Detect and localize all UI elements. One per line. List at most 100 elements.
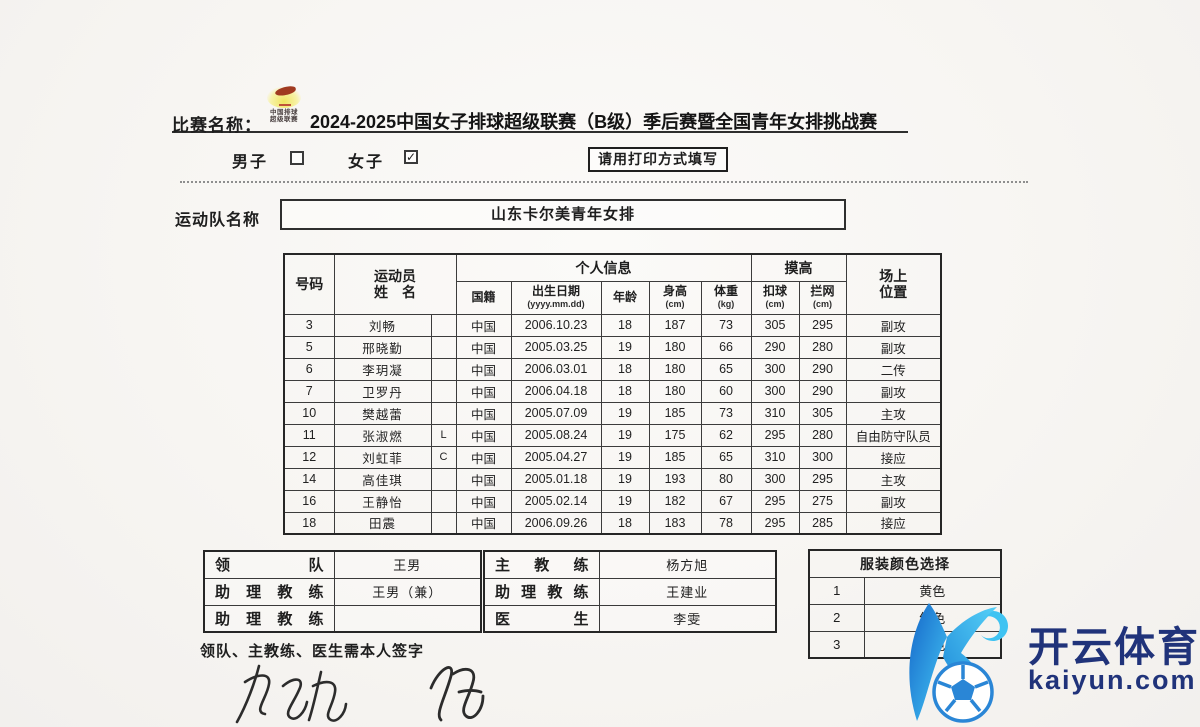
soccer-ball-icon xyxy=(932,661,994,723)
signature-note: 领队、主教练、医生需本人签字 xyxy=(200,643,425,660)
height-cell: 193 xyxy=(648,467,702,491)
block-cell: 275 xyxy=(798,489,847,513)
dob-cell: 2005.07.09 xyxy=(510,401,602,425)
block-cell: 280 xyxy=(798,335,847,359)
dob-cell: 2005.03.25 xyxy=(510,335,602,359)
number-cell: 5 xyxy=(283,335,335,359)
mark-cell xyxy=(430,379,457,403)
number-cell: 12 xyxy=(283,445,335,469)
spike-cell: 300 xyxy=(750,379,800,403)
nationality-cell: 中国 xyxy=(455,401,512,425)
mark-cell xyxy=(430,489,457,513)
mark-cell xyxy=(430,401,457,425)
roster-table: 号码 运动员 姓 名 个人信息 摸高 场上 位置 国籍 出生日期 (yyyy.m… xyxy=(283,253,943,535)
col-header-number: 号码 xyxy=(283,253,335,315)
name-cell: 高佳琪 xyxy=(333,467,432,491)
height-cell: 180 xyxy=(648,357,702,381)
spike-cell: 295 xyxy=(750,511,800,535)
position-cell: 副攻 xyxy=(845,335,942,359)
col-header-athlete-name: 运动员 姓 名 xyxy=(333,253,457,315)
female-label: 女子 xyxy=(348,154,385,171)
athlete-header-line2: 姓 名 xyxy=(374,284,416,301)
height-cell: 185 xyxy=(648,445,702,469)
block-cell: 305 xyxy=(798,401,847,425)
staff-row: 医生 李雯 xyxy=(483,604,777,633)
position-cell: 主攻 xyxy=(845,401,942,425)
height-cell: 185 xyxy=(648,401,702,425)
col-header-age: 年龄 xyxy=(600,280,650,315)
height-cell: 175 xyxy=(648,423,702,447)
name-cell: 邢晓勤 xyxy=(333,335,432,359)
position-cell: 二传 xyxy=(845,357,942,381)
age-cell: 18 xyxy=(600,313,650,337)
uniform-color-title: 服装颜色选择 xyxy=(808,549,1002,578)
doctor-value: 李雯 xyxy=(598,604,777,633)
height-header-label: 身高 xyxy=(662,283,687,298)
dotted-separator xyxy=(180,181,1028,183)
position-cell: 副攻 xyxy=(845,489,942,513)
weight-header-unit: (kg) xyxy=(717,298,735,309)
nationality-cell: 中国 xyxy=(455,467,512,491)
spike-cell: 310 xyxy=(750,445,800,469)
signature-2 xyxy=(429,666,485,722)
position-header-line2: 位置 xyxy=(879,284,908,301)
name-cell: 李玥凝 xyxy=(333,357,432,381)
nationality-cell: 中国 xyxy=(455,445,512,469)
number-cell: 11 xyxy=(283,423,335,447)
spike-header-label: 扣球 xyxy=(763,283,788,298)
name-cell: 王静怡 xyxy=(333,489,432,513)
roster-row: 3 刘畅 中国 2006.10.23 18 187 73 305 295 副攻 xyxy=(283,313,942,337)
weight-cell: 66 xyxy=(700,335,752,359)
kaiyun-brand-text: 开云体育 xyxy=(1028,624,1200,670)
league-logo-text-line2: 超级联赛 xyxy=(270,116,298,123)
competition-title-row: 比赛名称： 中国排球 超级联赛 2024-2025中国女子排球超级联赛（B级）季… xyxy=(172,87,908,135)
dob-cell: 2006.04.18 xyxy=(510,379,602,403)
mark-cell: C xyxy=(430,445,457,469)
age-cell: 19 xyxy=(600,467,650,491)
head-coach-value: 杨方旭 xyxy=(598,550,777,579)
block-cell: 290 xyxy=(798,379,847,403)
age-cell: 18 xyxy=(600,357,650,381)
spike-cell: 305 xyxy=(750,313,800,337)
mark-cell xyxy=(430,313,457,337)
weight-cell: 60 xyxy=(700,379,752,403)
height-cell: 180 xyxy=(648,335,702,359)
col-header-height: 身高 (cm) xyxy=(648,280,702,315)
doctor-label: 医生 xyxy=(483,604,600,633)
team-leader-label: 领队 xyxy=(203,550,335,579)
nationality-cell: 中国 xyxy=(455,423,512,447)
nationality-cell: 中国 xyxy=(455,511,512,535)
name-cell: 卫罗丹 xyxy=(333,379,432,403)
nationality-cell: 中国 xyxy=(455,357,512,381)
k-logo-icon xyxy=(909,603,1008,723)
spike-cell: 295 xyxy=(750,423,800,447)
weight-cell: 65 xyxy=(700,357,752,381)
nationality-cell: 中国 xyxy=(455,489,512,513)
mark-cell xyxy=(430,467,457,491)
mark-cell xyxy=(430,357,457,381)
uniform-no-cell: 1 xyxy=(808,576,865,605)
name-cell: 张淑燃 xyxy=(333,423,432,447)
team-leader-value: 王男 xyxy=(333,550,482,579)
position-cell: 接应 xyxy=(845,511,942,535)
spike-cell: 290 xyxy=(750,335,800,359)
nationality-cell: 中国 xyxy=(455,313,512,337)
roster-row: 5 邢晓勤 中国 2005.03.25 19 180 66 290 280 副攻 xyxy=(283,335,942,359)
male-checkbox xyxy=(290,151,304,165)
number-cell: 7 xyxy=(283,379,335,403)
roster-row: 18 田震 中国 2006.09.26 18 183 78 295 285 接应 xyxy=(283,511,942,535)
weight-cell: 80 xyxy=(700,467,752,491)
league-logo-text: 中国排球 超级联赛 xyxy=(260,109,308,123)
height-cell: 183 xyxy=(648,511,702,535)
roster-row: 14 高佳琪 中国 2005.01.18 19 193 80 300 295 主攻 xyxy=(283,467,942,491)
weight-cell: 78 xyxy=(700,511,752,535)
block-cell: 295 xyxy=(798,313,847,337)
staff-row: 主教练 杨方旭 xyxy=(483,550,777,579)
block-cell: 295 xyxy=(798,467,847,491)
position-cell: 主攻 xyxy=(845,467,942,491)
assistant-coach-label: 助理教练 xyxy=(203,577,335,606)
position-header-line1: 场上 xyxy=(879,268,908,285)
age-cell: 19 xyxy=(600,423,650,447)
weight-cell: 73 xyxy=(700,401,752,425)
female-checkbox: ✓ xyxy=(404,150,418,164)
